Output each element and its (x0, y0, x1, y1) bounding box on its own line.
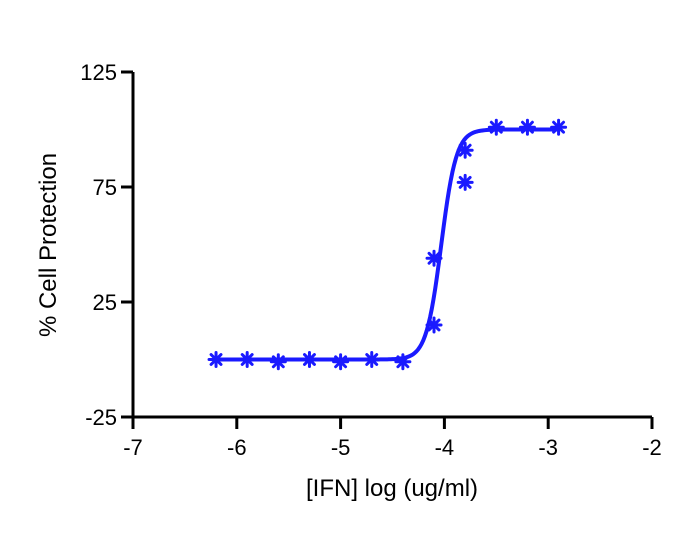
x-tick-label: -4 (435, 435, 455, 460)
y-tick-label: -25 (85, 405, 117, 430)
data-point (300, 351, 318, 368)
data-point (487, 118, 505, 136)
y-tick-label: 75 (93, 175, 117, 200)
data-point (238, 351, 256, 368)
x-tick-label: -7 (123, 435, 143, 460)
asterisk-marker-stroke (271, 355, 285, 369)
asterisk-marker-stroke (396, 355, 410, 369)
data-point (394, 353, 412, 371)
x-tick-label: -6 (227, 435, 247, 460)
y-axis-title: % Cell Protection (35, 153, 62, 337)
asterisk-marker-stroke (303, 353, 316, 366)
data-point (550, 118, 568, 136)
x-tick-label: -3 (538, 435, 558, 460)
data-point (456, 173, 474, 191)
sigmoid-fit-line (216, 127, 559, 362)
data-point (207, 351, 225, 368)
ticks (121, 70, 654, 429)
data-point (363, 351, 381, 368)
data-point (518, 118, 536, 136)
asterisk-marker-stroke (334, 355, 348, 369)
x-axis-title: [IFN] log (ug/ml) (306, 475, 478, 502)
asterisk-marker-stroke (458, 143, 472, 157)
x-tick-label: -2 (642, 435, 662, 460)
asterisk-marker-stroke (552, 120, 566, 134)
asterisk-marker-stroke (427, 318, 441, 332)
asterisk-marker-stroke (240, 353, 254, 366)
asterisk-marker-stroke (489, 120, 503, 134)
x-tick-label: -5 (331, 435, 351, 460)
data-point (456, 141, 474, 159)
asterisk-marker-stroke (520, 120, 534, 134)
tick-labels: -7 -6 -5 -4 -3 -2 -25 25 75 125 (80, 60, 662, 460)
data-point (269, 353, 287, 371)
asterisk-marker-stroke (365, 353, 379, 366)
asterisk-marker-stroke (458, 175, 472, 189)
y-tick-label: 125 (80, 60, 117, 85)
y-tick-label: 25 (93, 290, 117, 315)
data-point (425, 249, 443, 267)
data-points (207, 118, 568, 371)
asterisk-marker-stroke (427, 251, 441, 265)
axes (131, 72, 652, 419)
asterisk-marker-stroke (209, 353, 223, 366)
data-point (425, 316, 443, 334)
data-point (332, 353, 350, 371)
